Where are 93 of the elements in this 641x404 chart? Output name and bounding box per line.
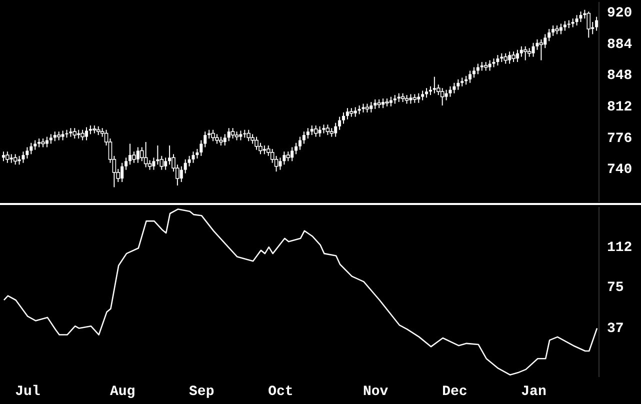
x-tick-label: Jan: [521, 384, 546, 400]
candlestick: [204, 131, 207, 148]
candlestick: [34, 140, 37, 150]
x-tick-label: Sep: [189, 384, 214, 400]
candlestick: [448, 86, 452, 98]
line-series: [3, 208, 598, 376]
candlestick: [532, 42, 535, 58]
candlestick: [544, 34, 547, 49]
candlestick: [192, 151, 195, 164]
candlestick: [389, 96, 392, 107]
candlestick: [326, 124, 330, 136]
candlestick: [595, 16, 598, 32]
candlestick: [223, 134, 226, 146]
candlestick: [417, 92, 420, 104]
candlestick: [552, 24, 555, 36]
candlestick: [370, 102, 373, 113]
candlestick: [246, 129, 251, 142]
y-tick-label: 112: [607, 240, 632, 256]
candlestick: [579, 11, 582, 22]
candlestick: [516, 49, 519, 62]
candlestick: [374, 98, 377, 110]
candlestick: [168, 144, 172, 166]
candlestick: [342, 112, 346, 124]
candlestick: [278, 157, 282, 170]
candlestick: [586, 11, 591, 38]
candlestick: [318, 126, 322, 138]
candlestick: [456, 78, 460, 90]
candlestick: [468, 70, 472, 84]
candlestick: [409, 94, 412, 104]
candlestick: [559, 23, 562, 35]
candlestick: [298, 136, 302, 150]
candlestick: [188, 155, 191, 167]
y-tick-label: 884: [607, 36, 632, 53]
candlestick: [496, 54, 500, 66]
candlestick: [512, 51, 516, 62]
candlestick: [13, 154, 18, 166]
candlestick: [180, 166, 183, 182]
candlestick: [476, 63, 480, 75]
candlestick: [290, 146, 294, 162]
candlestick: [294, 142, 298, 155]
candlestick: [230, 128, 235, 140]
candlestick: [444, 89, 448, 101]
candlestick: [488, 60, 492, 72]
x-tick-label: Dec: [442, 384, 468, 400]
candlestick: [354, 106, 357, 118]
candlestick: [563, 20, 566, 32]
candlestick: [30, 142, 33, 155]
candlestick: [215, 134, 219, 144]
candlestick: [575, 14, 578, 26]
y-tick-label: 848: [607, 68, 632, 84]
x-tick-label: Oct: [268, 384, 294, 400]
candlestick: [504, 52, 508, 64]
candlestick: [314, 124, 318, 138]
candlestick: [282, 151, 286, 166]
candlestick: [421, 90, 424, 101]
x-tick-label: Nov: [363, 384, 389, 400]
candlestick: [286, 151, 290, 162]
candlestick: [425, 88, 428, 98]
y-tick-label: 776: [607, 130, 632, 147]
candlestick: [440, 88, 444, 106]
candlestick: [227, 128, 230, 142]
candlestick: [306, 128, 310, 140]
candlestick: [523, 46, 528, 61]
candlestick: [22, 151, 25, 164]
candlestick: [239, 130, 242, 141]
candlestick: [80, 129, 84, 141]
candlestick: [211, 129, 215, 142]
y-tick-label: 812: [607, 99, 632, 116]
candlestick: [124, 157, 128, 170]
candlestick: [338, 116, 342, 130]
candlestick: [270, 148, 274, 164]
candlestick: [72, 128, 77, 140]
candlestick: [61, 130, 64, 141]
y-tick-label: 740: [607, 162, 632, 178]
candlestick: [53, 131, 56, 142]
candlestick: [152, 157, 156, 170]
candlestick: [196, 148, 199, 160]
candlestick: [200, 140, 203, 156]
candlestick: [452, 82, 456, 94]
candlestick: [310, 124, 314, 136]
x-tick-label: Aug: [110, 384, 136, 400]
candlestick: [254, 136, 258, 150]
candlestick: [184, 158, 187, 174]
candlestick: [472, 66, 476, 78]
candlestick: [49, 134, 52, 144]
y-tick-label: 920: [607, 6, 632, 22]
candlestick: [6, 151, 10, 164]
y-tick-label: 37: [607, 321, 624, 338]
candlestick: [26, 146, 29, 160]
y-tick-label: 75: [607, 280, 624, 296]
x-tick-label: Jul: [15, 384, 40, 400]
candlestick: [302, 131, 306, 144]
candlestick: [548, 28, 551, 42]
